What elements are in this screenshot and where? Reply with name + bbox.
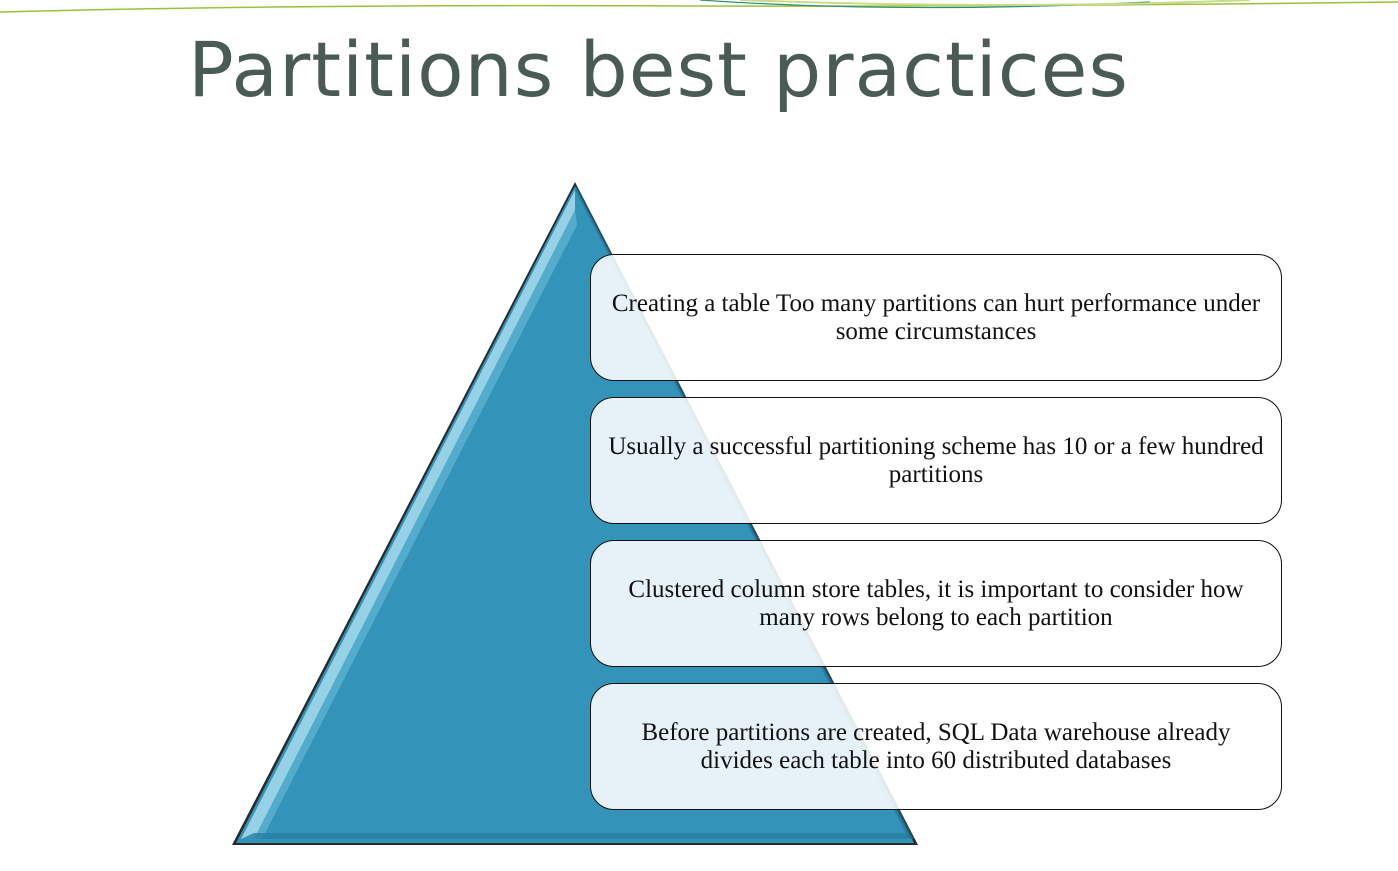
pyramid-item-text: Creating a table Too many partitions can… bbox=[611, 289, 1261, 345]
top-decoration bbox=[0, 0, 1398, 13]
pyramid-item-text: Usually a successful partitioning scheme… bbox=[608, 432, 1264, 488]
pyramid-item-1: Creating a table Too many partitions can… bbox=[590, 254, 1282, 381]
pyramid-item-3: Clustered column store tables, it is imp… bbox=[590, 540, 1282, 667]
pyramid-item-4: Before partitions are created, SQL Data … bbox=[590, 683, 1282, 810]
pyramid-item-2: Usually a successful partitioning scheme… bbox=[590, 397, 1282, 524]
slide-title: Partitions best practices bbox=[188, 25, 1129, 114]
pyramid-item-text: Before partitions are created, SQL Data … bbox=[641, 718, 1231, 774]
pyramid-item-text: Clustered column store tables, it is imp… bbox=[628, 575, 1244, 631]
